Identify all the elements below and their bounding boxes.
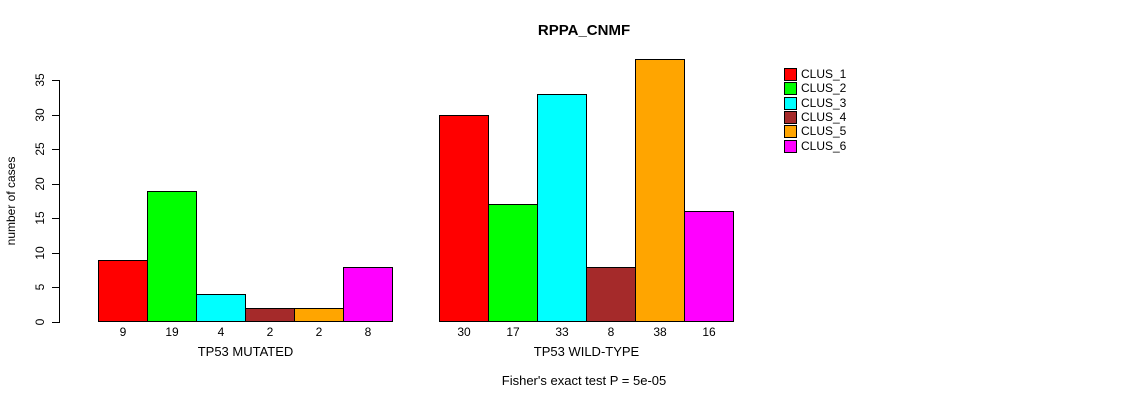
bar-clus_5-mutated: [294, 308, 344, 322]
legend-swatch: [784, 125, 797, 139]
bar-value-label: 17: [506, 325, 520, 339]
legend-label: CLUS_3: [801, 95, 847, 110]
y-axis-tick-label: 35: [33, 73, 47, 87]
bar-value-label: 4: [217, 325, 225, 339]
bar-value-label: 30: [457, 325, 471, 339]
bar-clus_1-mutated: [98, 260, 148, 322]
bar-value-label: 9: [119, 325, 127, 339]
y-axis-tick: [52, 287, 59, 289]
y-axis-tick-label: 30: [33, 107, 47, 122]
group-label-mutated: TP53 MUTATED: [197, 344, 294, 359]
legend-swatch: [784, 68, 797, 81]
legend-swatch: [784, 96, 797, 110]
stat-annotation: Fisher's exact test P = 5e-05: [501, 373, 667, 388]
y-axis-tick: [52, 80, 59, 81]
y-axis-tick: [52, 322, 59, 323]
y-axis-tick-label: 20: [33, 177, 47, 191]
bar-clus_3-wild-type: [537, 94, 587, 322]
y-axis-tick-label: 5: [33, 284, 47, 291]
legend-label: CLUS_1: [801, 67, 847, 81]
y-axis-tick-label: 15: [33, 211, 47, 225]
bar-clus_6-mutated: [343, 267, 393, 322]
y-axis-tick: [52, 218, 59, 220]
legend-label: CLUS_2: [801, 81, 847, 96]
bar-clus_4-mutated: [245, 308, 295, 322]
y-axis-tick-label: 0: [33, 318, 47, 326]
y-axis-tick: [52, 114, 59, 116]
legend-label: CLUS_5: [801, 124, 847, 139]
y-axis-line: [59, 80, 60, 323]
legend-label: CLUS_6: [801, 138, 847, 153]
chart-title: RPPA_CNMF: [537, 22, 631, 39]
y-axis-tick: [52, 183, 59, 185]
legend-swatch: [784, 139, 797, 153]
legend-label: CLUS_4: [801, 109, 847, 124]
bar-clus_2-wild-type: [488, 204, 538, 322]
bar-clus_1-wild-type: [439, 115, 489, 322]
legend-item-clus_1: CLUS_1: [784, 68, 846, 81]
bar-value-label: 2: [266, 325, 274, 339]
bar-clus_6-wild-type: [684, 211, 734, 322]
legend-swatch: [784, 110, 797, 124]
legend-item-clus_5: CLUS_5: [784, 124, 847, 139]
bar-clus_2-mutated: [147, 191, 197, 322]
bar-value-label: 8: [364, 325, 372, 339]
legend-item-clus_4: CLUS_4: [784, 109, 847, 124]
legend-item-clus_6: CLUS_6: [784, 138, 847, 153]
legend-item-clus_3: CLUS_3: [784, 95, 847, 110]
y-axis-tick: [52, 149, 59, 151]
bar-value-label: 38: [653, 325, 667, 339]
bar-value-label: 33: [555, 325, 569, 339]
y-axis-tick-label: 25: [33, 142, 47, 156]
bar-clus_5-wild-type: [635, 59, 685, 322]
bar-value-label: 2: [315, 325, 323, 339]
y-axis-title: number of cases: [4, 156, 18, 246]
legend-item-clus_2: CLUS_2: [784, 81, 847, 96]
bar-clus_4-wild-type: [586, 267, 636, 322]
y-axis-tick-label: 10: [33, 246, 47, 260]
bar-value-label: 8: [607, 325, 615, 339]
y-axis-tick: [52, 252, 59, 254]
bar-value-label: 19: [165, 325, 179, 339]
bar-value-label: 16: [702, 325, 716, 339]
group-label-wild-type: TP53 WILD-TYPE: [533, 344, 640, 359]
bar-clus_3-mutated: [196, 294, 246, 322]
legend-swatch: [784, 82, 797, 96]
